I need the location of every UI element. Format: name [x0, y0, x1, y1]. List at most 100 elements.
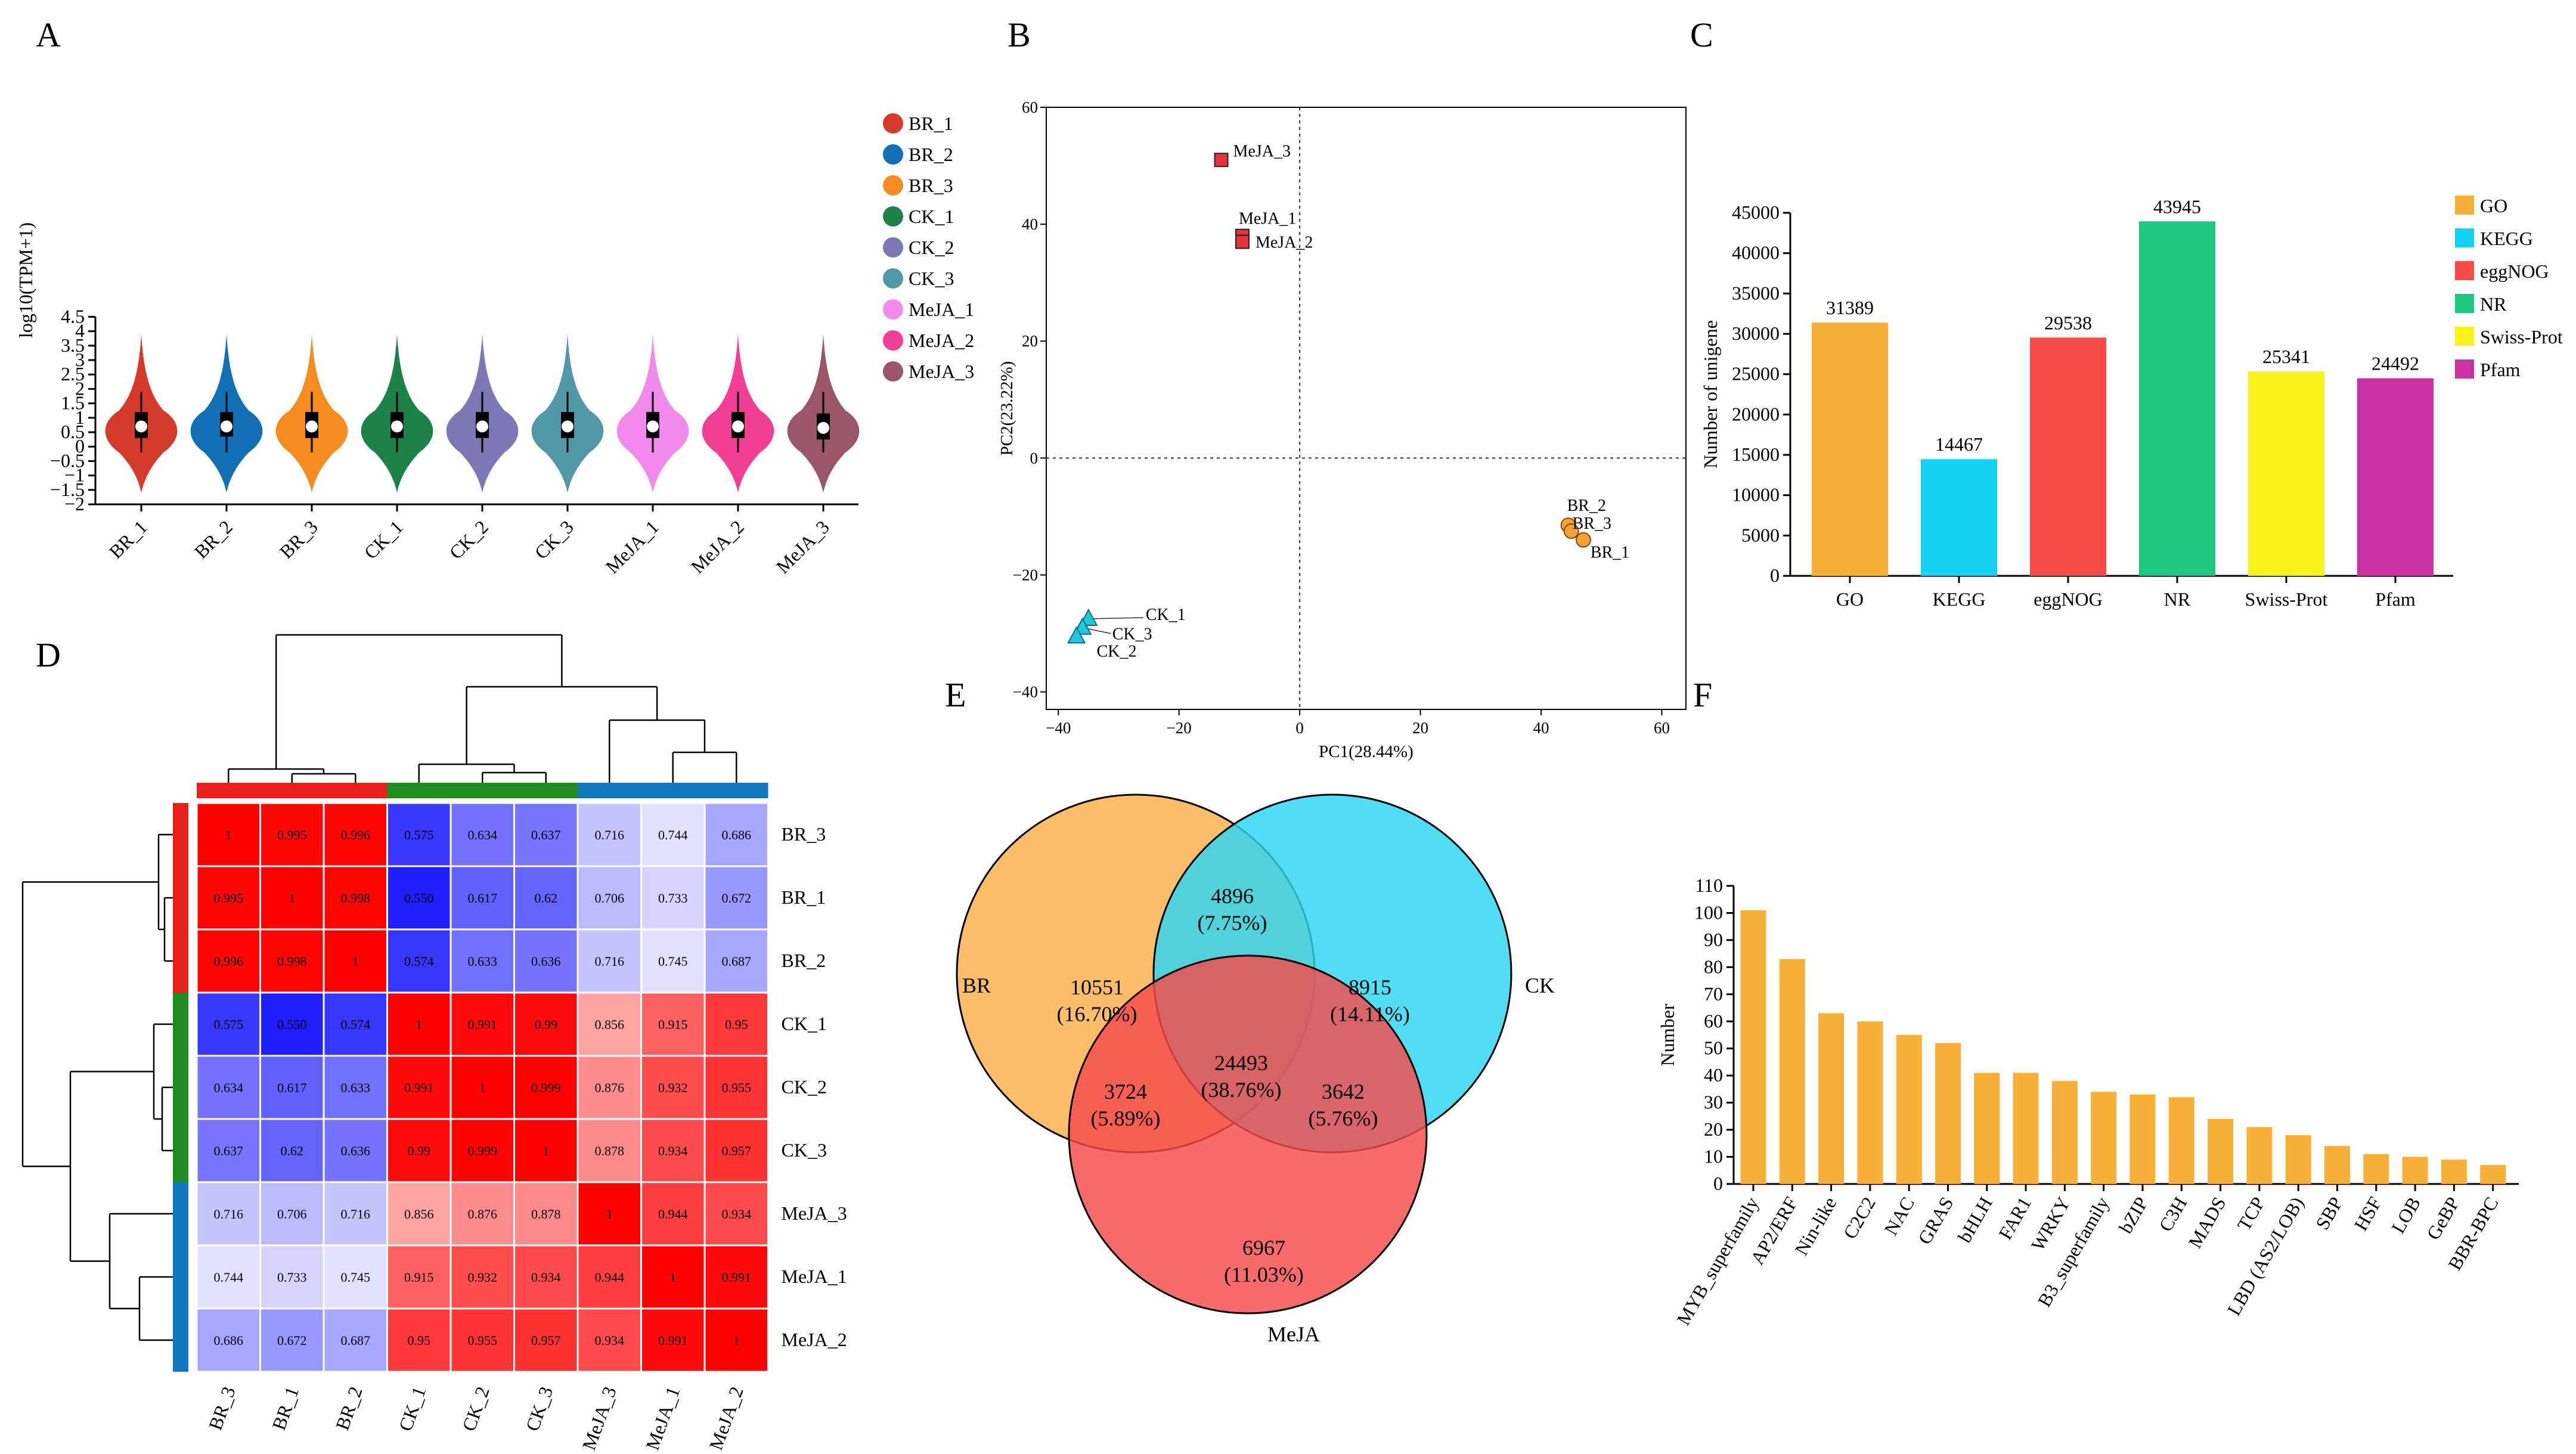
- bar-value-label: 29538: [2044, 312, 2092, 333]
- heatmap-cell: [259, 1244, 325, 1310]
- x-tick-label: KEGG: [1933, 588, 1986, 610]
- heatmap-cell-value: 0.634: [214, 1080, 244, 1095]
- legend-label: GO: [2480, 195, 2507, 216]
- point-CK_2: [1067, 626, 1086, 644]
- heatmap-cell: [450, 1181, 515, 1247]
- heatmap-cell-value: 0.996: [341, 827, 371, 842]
- point-label: MeJA_1: [1239, 210, 1296, 228]
- heatmap-cell-value: 1: [543, 1143, 549, 1158]
- y-tick-label: 2.5: [61, 363, 85, 385]
- y-tick-label: 60: [1704, 1010, 1723, 1031]
- heatmap-cell-value: 0.574: [341, 1017, 371, 1032]
- median-MeJA_2: [732, 420, 744, 433]
- bar-Nin-like: [1818, 1013, 1845, 1184]
- x-tick-label: 20: [1412, 719, 1428, 737]
- bar-MYB_superfamily: [1740, 910, 1766, 1184]
- y-tick-label: −20: [1013, 566, 1038, 584]
- heatmap-cell-value: 0.637: [531, 827, 561, 842]
- heatmap-cell-value: 0.633: [468, 954, 498, 969]
- point-label: MeJA_2: [1256, 234, 1313, 252]
- heatmap-cell-value: 0.915: [404, 1270, 434, 1285]
- heatmap-cell-value: 0.95: [408, 1333, 431, 1348]
- heatmap-cell-value: 0.716: [595, 954, 625, 969]
- legend-marker-CK_1: [883, 206, 903, 227]
- heatmap-cell-value: 0.876: [595, 1080, 625, 1095]
- y-tick-label: 40000: [1732, 242, 1780, 263]
- bar-SBP: [2324, 1146, 2350, 1184]
- heatmap-cell-value: 0.944: [595, 1270, 625, 1285]
- col-label: CK_1: [394, 1384, 430, 1434]
- point-label: BR_1: [1591, 544, 1629, 562]
- heatmap-cell: [386, 1181, 452, 1247]
- venn-region-count: 24493: [1214, 1051, 1268, 1075]
- y-tick-label: 20: [1704, 1118, 1723, 1140]
- heatmap-cell: [703, 1118, 769, 1183]
- legend-marker-MeJA_3: [883, 361, 903, 382]
- x-tick-label: bZIP: [2115, 1193, 2152, 1237]
- point-MeJA_3: [1214, 153, 1229, 168]
- venn-region-percent: (5.76%): [1309, 1106, 1378, 1130]
- median-MeJA_1: [647, 420, 659, 433]
- y-axis-title: Number: [1657, 1003, 1678, 1066]
- y-tick-label: 30: [1704, 1092, 1723, 1113]
- heatmap-cell: [576, 1181, 642, 1247]
- heatmap-cell-value: 0.575: [214, 1017, 244, 1032]
- venn-circle-MeJA: [1068, 954, 1428, 1315]
- heatmap-cell-value: 0.944: [658, 1207, 688, 1222]
- median-MeJA_3: [817, 421, 829, 434]
- legend-marker-BR_3: [883, 175, 903, 196]
- heatmap-cell: [386, 991, 452, 1057]
- heatmap-cell: [196, 865, 261, 931]
- legend-label: CK_2: [909, 237, 954, 258]
- point-label: BR_2: [1567, 497, 1606, 515]
- heatmap-cell-value: 1: [289, 891, 295, 906]
- heatmap-cell: [196, 1055, 261, 1120]
- heatmap-cell-value: 0.934: [595, 1333, 625, 1348]
- x-tick-label: BR_1: [105, 516, 151, 562]
- bar-value-label: 14467: [1935, 433, 1983, 455]
- bar-LBD (AS2/LOB): [2285, 1135, 2311, 1184]
- heatmap-cell-value: 0.636: [531, 954, 561, 969]
- row-label: MeJA_1: [782, 1266, 847, 1287]
- y-tick-label: 50: [1704, 1037, 1723, 1059]
- label-leader: [1088, 617, 1143, 619]
- heatmap-cell: [386, 1118, 452, 1183]
- heatmap-cell-value: 0.672: [277, 1333, 307, 1348]
- heatmap-cell-value: 0.876: [468, 1207, 498, 1222]
- bar-C2C2: [1857, 1021, 1883, 1184]
- y-axis-title: log10(TPM+1): [15, 222, 36, 338]
- venn-region-count: 6967: [1242, 1236, 1285, 1260]
- heatmap-cell-value: 1: [479, 1080, 486, 1095]
- heatmap-cell-value: 0.634: [468, 827, 498, 842]
- median-CK_3: [562, 420, 574, 433]
- y-tick-label: 30000: [1732, 323, 1780, 344]
- col-group-bar: [197, 783, 388, 798]
- x-tick-label: Swiss-Prot: [2245, 588, 2328, 610]
- col-label: MeJA_3: [578, 1384, 621, 1453]
- x-tick-label: 60: [1654, 719, 1670, 737]
- legend-marker-BR_1: [883, 113, 903, 134]
- heatmap-cell-value: 0.95: [725, 1017, 748, 1032]
- heatmap-cell: [703, 1055, 769, 1120]
- row-label: MeJA_2: [782, 1329, 847, 1350]
- row-label: MeJA_3: [782, 1202, 847, 1224]
- y-tick-label: 60: [1022, 98, 1038, 116]
- x-tick-label: MYB_superfamily: [1672, 1193, 1763, 1329]
- bar-WRKY: [2051, 1081, 2078, 1184]
- legend-swatch-KEGG: [2455, 228, 2474, 247]
- x-tick-label: 0: [1295, 719, 1304, 737]
- heatmap-cell-value: 0.744: [658, 827, 688, 842]
- heatmap-cell: [450, 1244, 515, 1310]
- y-tick-label: 0.5: [61, 421, 85, 442]
- heatmap-cell: [196, 1307, 261, 1373]
- heatmap-cell-value: 1: [416, 1017, 422, 1032]
- heatmap-cell-value: 0.99: [535, 1017, 558, 1032]
- heatmap-cell-value: 0.991: [722, 1270, 752, 1285]
- heatmap-cell-value: 0.878: [595, 1143, 625, 1158]
- legend-marker-MeJA_1: [883, 299, 903, 320]
- heatmap-cell-value: 0.856: [404, 1207, 434, 1222]
- bar-B3_superfamily: [2091, 1092, 2117, 1184]
- heatmap-cell: [450, 928, 515, 994]
- x-tick-label: FAR1: [1994, 1193, 2035, 1244]
- x-tick-label: 40: [1533, 719, 1549, 737]
